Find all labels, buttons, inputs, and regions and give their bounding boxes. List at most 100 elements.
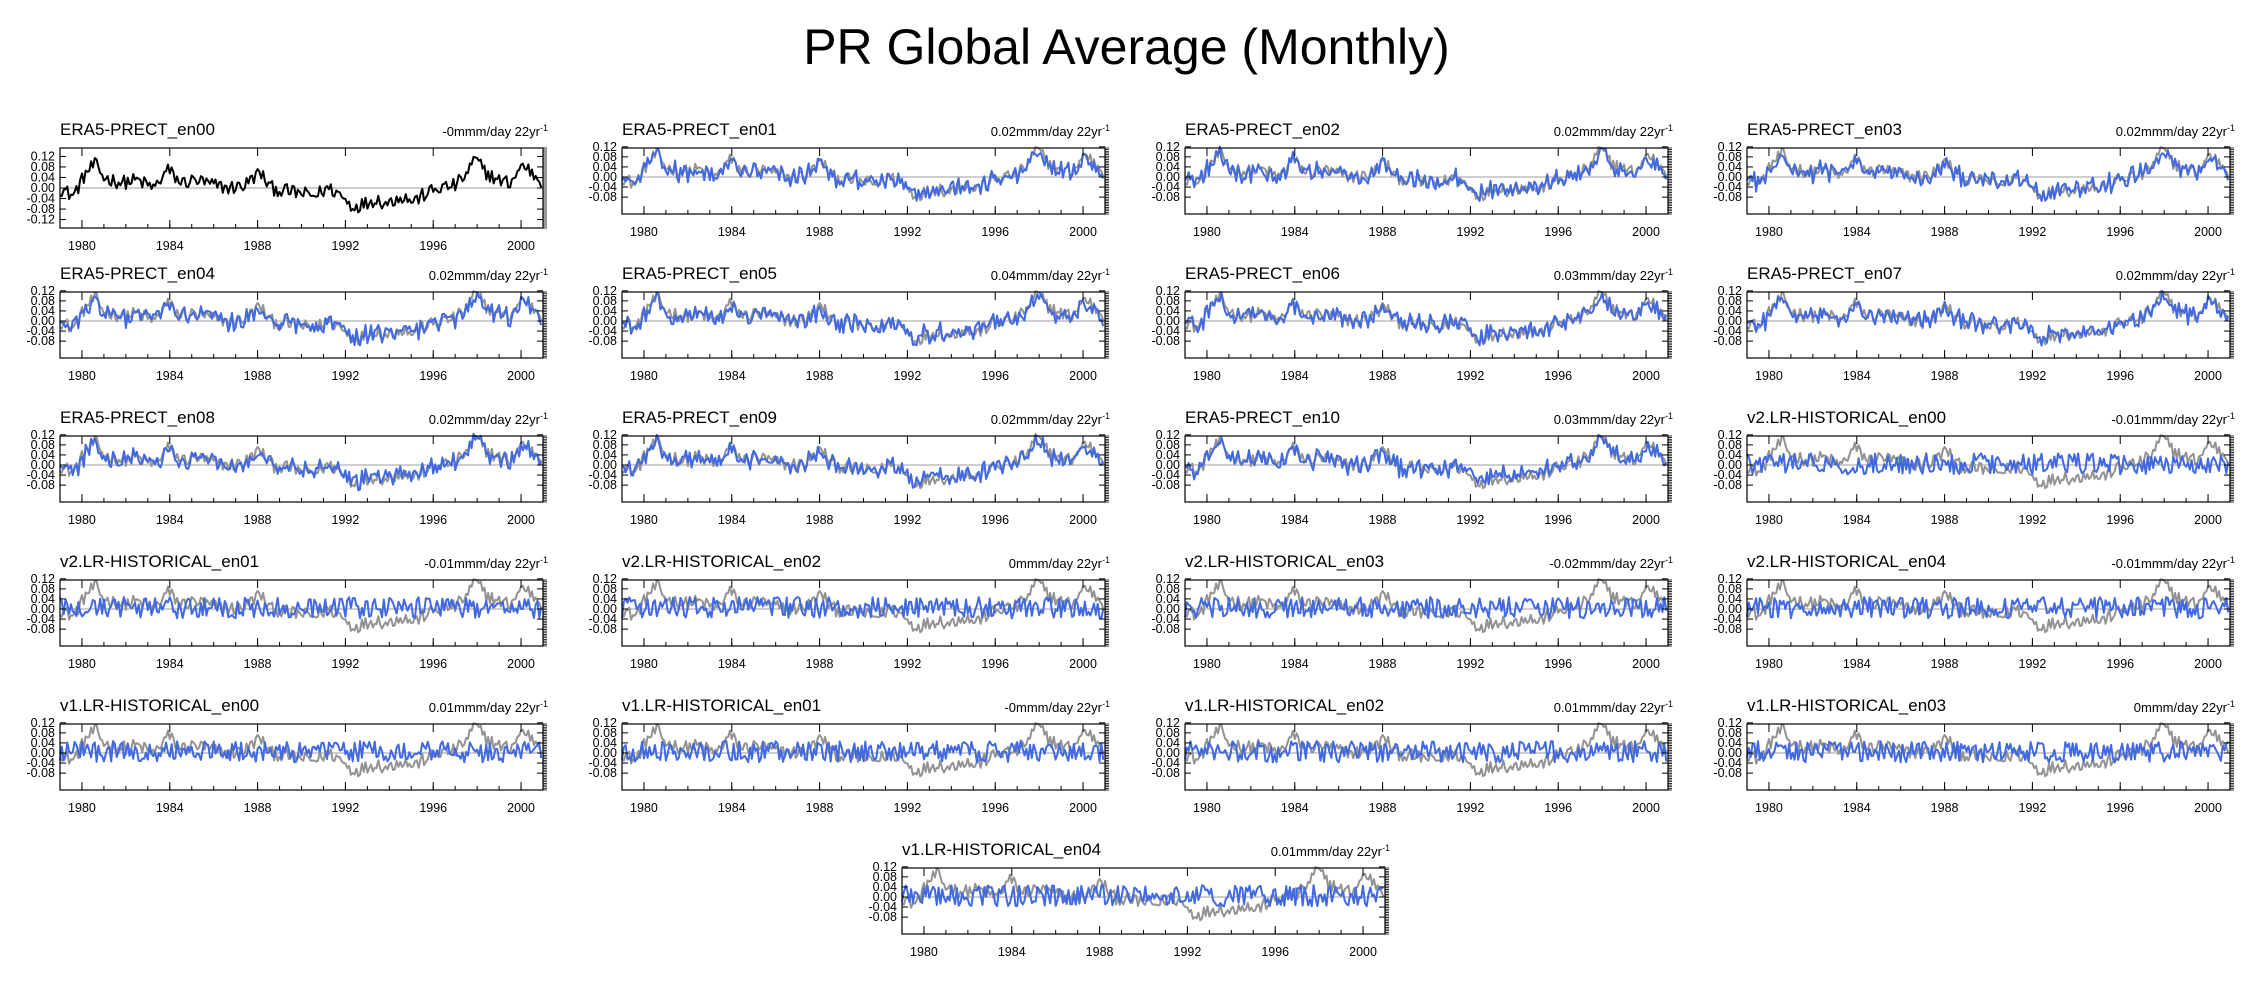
x-tick-label: 1996 bbox=[1544, 801, 1572, 815]
y-tick-label: 0.04 bbox=[1718, 448, 1742, 462]
x-tick-label: 1992 bbox=[332, 239, 360, 253]
y-tick-label: 0.00 bbox=[1718, 314, 1742, 328]
y-tick-label: -0.04 bbox=[589, 180, 618, 194]
x-tick-label: 1980 bbox=[1193, 513, 1221, 527]
y-tick-label: 0.00 bbox=[593, 314, 617, 328]
trend-label: 0.01mmm/day 22yr-1 bbox=[1553, 699, 1673, 715]
x-tick-label: 1992 bbox=[1457, 801, 1485, 815]
x-tick-label: 1996 bbox=[419, 513, 447, 527]
x-tick-label: 1988 bbox=[1086, 945, 1114, 959]
plot-svg: 0.120.080.040.00-0.04-0.08 1980 1984 1988 19… bbox=[589, 140, 1109, 239]
y-tick-label: 0.00 bbox=[31, 181, 55, 195]
y-tick-label: 0.00 bbox=[1718, 746, 1742, 760]
x-tick-label: 2000 bbox=[507, 801, 535, 815]
panel-v1-lr-historical-en02: v1.LR-HISTORICAL_en02 0.01mmm/day 22yr-1 0… bbox=[1152, 696, 1745, 821]
x-tick-label: 1984 bbox=[1281, 225, 1309, 239]
y-tick-label: 0.00 bbox=[1156, 314, 1180, 328]
trend-label: 0.02mmm/day 22yr-1 bbox=[428, 267, 548, 283]
x-tick-label: 2000 bbox=[1632, 225, 1660, 239]
trend-label: 0.01mmm/day 22yr-1 bbox=[428, 699, 548, 715]
trend-label: 0.02mmm/day 22yr-1 bbox=[990, 411, 1110, 427]
panel-title: ERA5-PRECT_en06 bbox=[1185, 264, 1340, 283]
x-tick-label: 1992 bbox=[2019, 657, 2047, 671]
panel-v1-lr-historical-en00: v1.LR-HISTORICAL_en00 0.01mmm/day 22yr-1 0… bbox=[27, 696, 620, 821]
x-tick-label: 1980 bbox=[1755, 225, 1783, 239]
x-tick-label: 1988 bbox=[244, 801, 272, 815]
x-tick-label: 1992 bbox=[2019, 801, 2047, 815]
plot-svg: 0.120.080.040.00-0.04-0.08 1980 1984 1988 19… bbox=[27, 572, 547, 671]
x-tick-label: 1996 bbox=[1544, 513, 1572, 527]
panel-title: v1.LR-HISTORICAL_en04 bbox=[902, 840, 1102, 859]
y-tick-label: 0.04 bbox=[593, 160, 617, 174]
plot-frame bbox=[621, 147, 1106, 215]
x-tick-label: 1996 bbox=[2106, 369, 2134, 383]
panel-title: v1.LR-HISTORICAL_en03 bbox=[1747, 696, 1947, 715]
y-tick-label: -0.04 bbox=[589, 324, 618, 338]
y-tick-label: 0.08 bbox=[1718, 726, 1742, 740]
panel-v2-lr-historical-en03: v2.LR-HISTORICAL_en03 -0.02mmm/day 22yr-1… bbox=[1152, 552, 1745, 677]
y-tick-label: -0.08 bbox=[1714, 766, 1743, 780]
x-tick-label: 1992 bbox=[2019, 225, 2047, 239]
plot-svg: 0.120.080.040.00-0.04-0.08-0.12 1980 1984 1… bbox=[27, 147, 547, 253]
plot-svg: 0.120.080.040.00-0.04-0.08 1980 1984 1988 19… bbox=[869, 860, 1389, 959]
x-tick-label: 1980 bbox=[1193, 801, 1221, 815]
x-tick-label: 1984 bbox=[1843, 369, 1871, 383]
y-tick-label: 0.12 bbox=[1718, 716, 1742, 730]
x-tick-label: 1988 bbox=[806, 657, 834, 671]
x-tick-label: 1988 bbox=[806, 369, 834, 383]
x-tick-label: 1984 bbox=[1281, 801, 1309, 815]
x-tick-label: 1996 bbox=[981, 369, 1009, 383]
panel-title: v1.LR-HISTORICAL_en00 bbox=[60, 696, 260, 715]
x-tick-label: 1984 bbox=[718, 369, 746, 383]
plot-svg: 0.120.080.040.00-0.04-0.08 1980 1984 1988 19… bbox=[1714, 140, 2234, 239]
x-tick-label: 2000 bbox=[1632, 801, 1660, 815]
trend-label: 0.01mmm/day 22yr-1 bbox=[1270, 843, 1390, 859]
x-tick-label: 2000 bbox=[1069, 657, 1097, 671]
y-tick-label: 0.00 bbox=[1718, 458, 1742, 472]
plot-svg: 0.120.080.040.00-0.04-0.08 1980 1984 1988 19… bbox=[1714, 284, 2234, 383]
y-tick-label: 0.08 bbox=[1718, 438, 1742, 452]
panel-era5-prect-en00: ERA5-PRECT_en00 -0mmm/day 22yr-1 0.12 0.08 0… bbox=[27, 120, 620, 253]
y-tick-label: -0.04 bbox=[1152, 612, 1181, 626]
y-tick-label: -0.04 bbox=[27, 192, 56, 206]
plot-svg: 0.120.080.040.00-0.04-0.08 1980 1984 1988 19… bbox=[1714, 572, 2234, 671]
y-tick-label: 0.00 bbox=[31, 746, 55, 760]
x-tick-label: 1988 bbox=[1369, 369, 1397, 383]
x-tick-label: 1996 bbox=[419, 657, 447, 671]
y-tick-label: -0.08 bbox=[869, 910, 898, 924]
x-tick-label: 2000 bbox=[1069, 369, 1097, 383]
x-tick-label: 1980 bbox=[910, 945, 938, 959]
x-tick-label: 2000 bbox=[507, 657, 535, 671]
plot-svg: 0.120.080.040.00-0.04-0.08 1980 1984 1988 19… bbox=[1152, 284, 1672, 383]
y-tick-label: 0.12 bbox=[593, 428, 617, 442]
x-tick-label: 2000 bbox=[1632, 369, 1660, 383]
y-tick-label: -0.08 bbox=[589, 622, 618, 636]
member-series-line bbox=[1184, 291, 1668, 347]
x-tick-label: 1992 bbox=[2019, 513, 2047, 527]
panel-title: v2.LR-HISTORICAL_en00 bbox=[1747, 408, 1947, 427]
x-tick-label: 1996 bbox=[2106, 225, 2134, 239]
y-tick-label: 0.12 bbox=[1156, 140, 1180, 154]
x-tick-label: 1980 bbox=[630, 801, 658, 815]
y-tick-label: 0.08 bbox=[1156, 582, 1180, 596]
x-tick-label: 1984 bbox=[1281, 657, 1309, 671]
panel-title: v1.LR-HISTORICAL_en02 bbox=[1185, 696, 1385, 715]
reference-series-line bbox=[1184, 290, 1668, 346]
member-series-line bbox=[59, 432, 543, 492]
y-tick-label: 0.08 bbox=[1156, 150, 1180, 164]
plot-svg: 0.120.080.040.00-0.04-0.08 1980 1984 1988 19… bbox=[27, 428, 547, 527]
x-tick-label: 1996 bbox=[419, 239, 447, 253]
plot-frame bbox=[1746, 579, 2231, 647]
y-tick-label: -0.08 bbox=[1714, 478, 1743, 492]
y-tick-label: 0.08 bbox=[1156, 438, 1180, 452]
trend-label: 0.02mmm/day 22yr-1 bbox=[2115, 267, 2235, 283]
x-tick-label: 1992 bbox=[332, 369, 360, 383]
y-tick-label: 0.00 bbox=[1156, 170, 1180, 184]
panel-title: v2.LR-HISTORICAL_en03 bbox=[1185, 552, 1385, 571]
x-tick-label: 1992 bbox=[2019, 369, 2047, 383]
plot-svg: 0.120.080.040.00-0.04-0.08 1980 1984 1988 19… bbox=[589, 284, 1109, 383]
y-tick-label: -0.08 bbox=[27, 334, 56, 348]
member-series-line bbox=[901, 884, 1384, 908]
reference-series-line bbox=[59, 155, 543, 214]
member-series-line bbox=[621, 596, 1105, 620]
